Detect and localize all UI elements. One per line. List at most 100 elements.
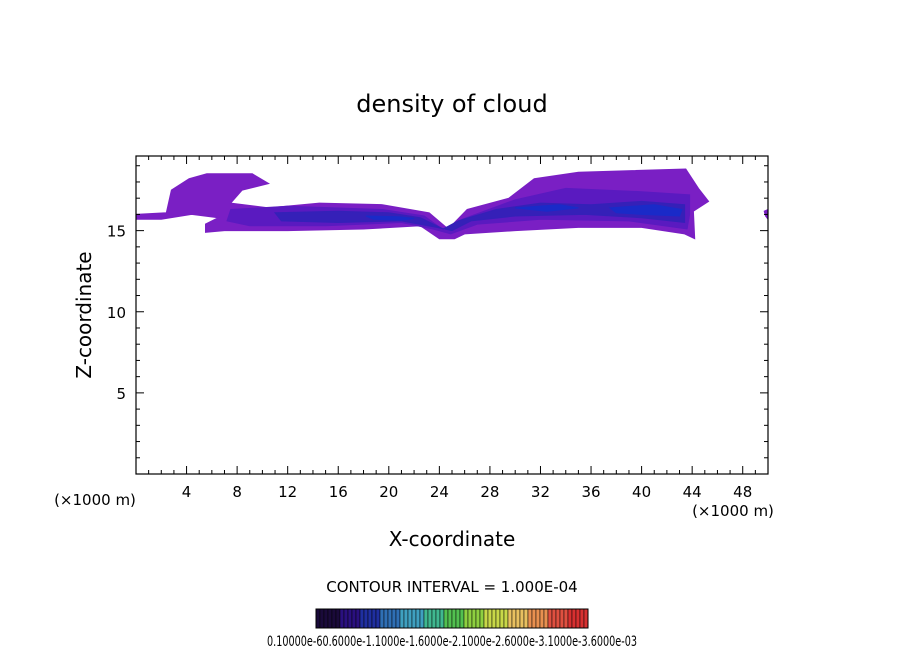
colorbar-swatch bbox=[319, 608, 325, 629]
colorbar-swatch bbox=[499, 608, 505, 629]
x-tick-label: 48 bbox=[733, 483, 752, 501]
colorbar-swatch bbox=[459, 608, 465, 629]
y-tick-labels: 5 10 15 bbox=[107, 223, 126, 403]
colorbar-swatch bbox=[507, 608, 513, 629]
colorbar-swatch bbox=[503, 608, 509, 629]
colorbar-swatch bbox=[355, 608, 361, 629]
colorbar-swatch bbox=[487, 608, 493, 629]
colorbar-swatch bbox=[527, 608, 533, 629]
colorbar-swatch bbox=[547, 608, 553, 629]
x-tick-label: 36 bbox=[581, 483, 600, 501]
colorbar-swatch bbox=[495, 608, 501, 629]
colorbar-swatch bbox=[331, 608, 337, 629]
colorbar-swatch bbox=[363, 608, 369, 629]
colorbar-swatch bbox=[395, 608, 401, 629]
chart-title: density of cloud bbox=[356, 90, 547, 118]
colorbar-swatch bbox=[467, 608, 473, 629]
colorbar-swatch bbox=[579, 608, 585, 629]
colorbar-frame bbox=[315, 608, 589, 629]
y-tick-label: 15 bbox=[107, 223, 126, 241]
colorbar-swatch bbox=[439, 608, 445, 629]
x-tick-label: 4 bbox=[182, 483, 192, 501]
colorbar-swatch bbox=[431, 608, 437, 629]
colorbar-swatch bbox=[519, 608, 525, 629]
x-tick-label: 20 bbox=[379, 483, 398, 501]
colorbar-swatch bbox=[323, 608, 329, 629]
colorbar-swatch bbox=[563, 608, 569, 629]
colorbar bbox=[315, 608, 589, 629]
colorbar-swatch bbox=[375, 608, 381, 629]
colorbar-swatch bbox=[399, 608, 405, 629]
colorbar-swatch bbox=[539, 608, 545, 629]
contour-interval-text: CONTOUR INTERVAL = 1.000E-04 bbox=[326, 578, 577, 596]
colorbar-swatch bbox=[315, 608, 321, 629]
colorbar-swatch bbox=[359, 608, 365, 629]
colorbar-swatch bbox=[471, 608, 477, 629]
colorbar-swatch bbox=[347, 608, 353, 629]
colorbar-swatch bbox=[463, 608, 469, 629]
colorbar-swatch bbox=[451, 608, 457, 629]
x-tick-label: 24 bbox=[430, 483, 449, 501]
colorbar-swatch bbox=[343, 608, 349, 629]
colorbar-swatch bbox=[387, 608, 393, 629]
colorbar-swatch bbox=[427, 608, 433, 629]
colorbar-swatch bbox=[419, 608, 425, 629]
axis-ticks-layer bbox=[135, 156, 769, 475]
contour-region-peak-4 bbox=[515, 204, 579, 212]
colorbar-swatch bbox=[339, 608, 345, 629]
colorbar-swatch bbox=[367, 608, 373, 629]
colorbar-swatch bbox=[455, 608, 461, 629]
colorbar-labels: 0.10000e-60.6000e-1.1000e-1.6000e-2.1000… bbox=[267, 634, 637, 650]
colorbar-swatch bbox=[443, 608, 449, 629]
colorbar-swatch bbox=[475, 608, 481, 629]
colorbar-swatch bbox=[371, 608, 377, 629]
y-tick-label: 5 bbox=[116, 385, 126, 403]
contour-region-high-2 bbox=[273, 200, 686, 232]
colorbar-swatch bbox=[415, 608, 421, 629]
colorbar-swatch bbox=[423, 608, 429, 629]
x-axis-label: X-coordinate bbox=[389, 527, 516, 551]
colorbar-swatch bbox=[447, 608, 453, 629]
x-tick-label: 40 bbox=[632, 483, 651, 501]
colorbar-swatch bbox=[571, 608, 577, 629]
colorbar-swatch bbox=[411, 608, 417, 629]
colorbar-swatch bbox=[523, 608, 529, 629]
colorbar-swatch bbox=[351, 608, 357, 629]
colorbar-swatch bbox=[511, 608, 517, 629]
x-tick-label: 12 bbox=[278, 483, 297, 501]
colorbar-swatch bbox=[567, 608, 573, 629]
y-axis-label: Z-coordinate bbox=[72, 251, 96, 378]
x-tick-label: 28 bbox=[480, 483, 499, 501]
colorbar-swatch bbox=[575, 608, 581, 629]
colorbar-swatch bbox=[531, 608, 537, 629]
colorbar-swatch bbox=[379, 608, 385, 629]
x-tick-labels: 4 8 12 16 20 24 28 32 36 40 44 48 bbox=[182, 483, 752, 501]
x-tick-label: 16 bbox=[329, 483, 348, 501]
colorbar-swatch bbox=[327, 608, 333, 629]
x-unit-right: (×1000 m) bbox=[692, 502, 774, 520]
colorbar-swatch bbox=[403, 608, 409, 629]
colorbar-swatch bbox=[483, 608, 489, 629]
colorbar-swatch bbox=[335, 608, 341, 629]
x-tick-label: 8 bbox=[232, 483, 242, 501]
contour-region-peak-5 bbox=[608, 204, 683, 217]
colorbar-swatch bbox=[515, 608, 521, 629]
colorbar-swatch bbox=[383, 608, 389, 629]
colorbar-swatch bbox=[391, 608, 397, 629]
y-tick-label: 10 bbox=[107, 304, 126, 322]
contour-region-peak-3 bbox=[365, 215, 415, 221]
x-tick-label: 32 bbox=[531, 483, 550, 501]
colorbar-swatch bbox=[535, 608, 541, 629]
colorbar-swatch bbox=[407, 608, 413, 629]
plot-frame bbox=[135, 155, 769, 475]
colorbar-swatch bbox=[559, 608, 565, 629]
colorbar-swatch bbox=[435, 608, 441, 629]
colorbar-swatch bbox=[551, 608, 557, 629]
colorbar-swatch bbox=[491, 608, 497, 629]
x-unit-left: (×1000 m) bbox=[54, 491, 136, 509]
colorbar-swatch bbox=[555, 608, 561, 629]
x-tick-label: 44 bbox=[683, 483, 702, 501]
colorbar-swatch bbox=[479, 608, 485, 629]
